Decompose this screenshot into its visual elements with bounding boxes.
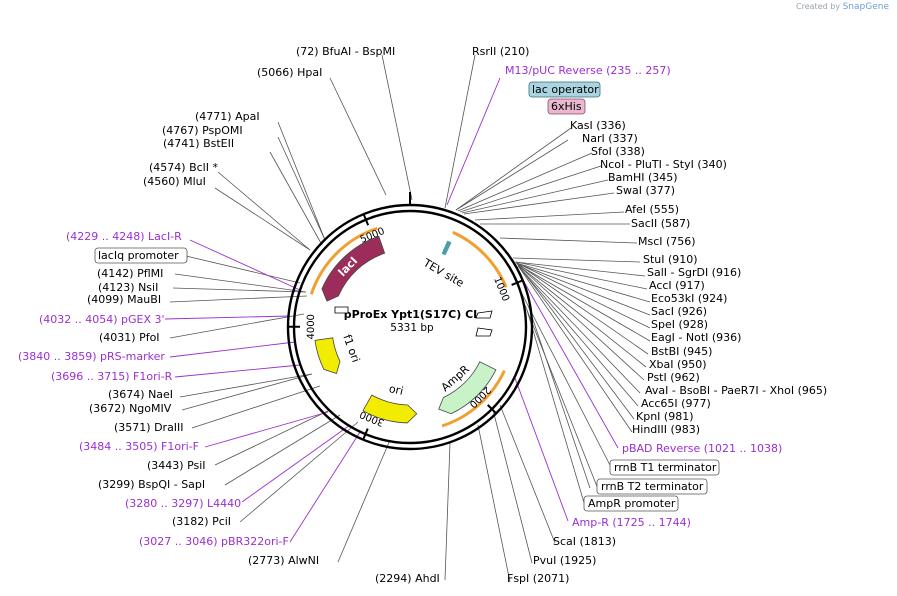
enzyme-label: KpnI (981) [636,410,694,423]
rrnB-t1-box [609,459,720,476]
enzyme-label: NarI (337) [582,132,638,145]
enzyme-label: (4741) BstEII [163,137,234,150]
enzyme-label: (3299) BspQI - SapI [98,478,205,491]
ampr-promoter-marker [475,327,493,337]
feature-arrow [321,235,386,302]
enzyme-label: SalI - SgrDI (916) [647,266,741,279]
enzyme-label: (4142) PflMI [97,267,163,280]
feature-label: AmpR promoter [588,497,676,510]
enzyme-label: (5066) HpaI [257,66,322,79]
enzyme-label: (2294) AhdI [375,572,440,585]
tick-label: 1000 [491,275,511,303]
primer-label: (4032 .. 4054) pGEX 3' [39,313,165,326]
enzyme-label: HindIII (983) [632,423,700,436]
feature-arcs [309,226,508,428]
tick-mark [486,404,497,415]
enzyme-label: EagI - NotI (936) [651,331,741,344]
enzyme-label: (4574) BclI * [149,161,218,174]
tick-label: 4000 [306,314,317,339]
enzyme-label: PstI (962) [647,371,700,384]
enzyme-label: KasI (336) [570,119,626,132]
enzyme-label: (3672) NgoMIV [89,402,172,415]
enzyme-label: XbaI (950) [649,358,707,371]
enzyme-label: BamHI (345) [608,171,678,184]
orf-arc-1 [452,230,508,288]
feature-arrow-label: TEV site [420,256,466,290]
feature-arrow [314,337,341,374]
feature-label: lacIq promoter [98,249,179,262]
primer-label: M13/pUC Reverse (235 .. 257) [505,64,671,77]
enzyme-label: StuI (910) [643,253,698,266]
enzyme-label: AfeI (555) [625,203,679,216]
orf-arc-2 [441,369,506,428]
lacIq-promoter-box [94,247,188,264]
enzyme-label: SwaI (377) [616,184,675,197]
enzyme-label: (3674) NaeI [108,388,173,401]
enzyme-label: SacI (926) [651,305,707,318]
enzyme-label: (4123) NsiI [98,281,158,294]
feature-arrow-label: ori [388,382,405,398]
feature-label: rrnB T2 terminator [601,480,704,493]
ampr-promoter-box [583,495,679,512]
enzyme-label: (72) BfuAI - BspMI [296,45,395,58]
enzyme-label: ScaI (1813) [553,535,616,548]
feature-arrow-label: f1 ori [340,333,362,364]
enzyme-label: FspI (2071) [507,572,569,585]
primer-label: Amp-R (1725 .. 1744) [572,516,691,529]
enzyme-label: NcoI - PluTI - StyI (340) [600,158,727,171]
tick-mark [511,279,524,286]
enzyme-label: (4031) PfoI [99,331,160,344]
enzyme-label: (4560) MluI [143,175,206,188]
tick-mark [362,428,369,441]
enzyme-labels: (72) BfuAI - BspMI RsrII (210) (5066) Hp… [18,45,827,585]
enzyme-label: SfoI (338) [591,145,645,158]
enzyme-label: (4099) MauBI [87,293,161,306]
primer-label: (3280 .. 3297) L4440 [125,497,241,510]
primer-label: (4229 .. 4248) LacI-R [66,230,182,243]
feature-label: lac operator [532,83,599,96]
enzyme-label: SpeI (928) [651,318,708,331]
enzyme-label: AccI (917) [649,279,705,292]
enzyme-label: (4771) ApaI [195,110,260,123]
primer-label: pBAD Reverse (1021 .. 1038) [622,442,782,455]
enzyme-label: (2773) AlwNI [248,554,319,567]
his-tag-box [547,98,586,115]
enzyme-label: Acc65I (977) [641,397,711,410]
feature-arrow [438,361,497,415]
feature-arrow [362,394,418,424]
primer-label: (3027 .. 3046) pBR322ori-F [139,535,289,548]
plasmid-name: pProEx Ypt1(S17C) CL [344,308,480,321]
rrnB-t2-box [596,478,708,495]
enzyme-label: MscI (756) [638,235,696,248]
primer-lines [164,77,619,543]
enzyme-label: (3571) DraIII [114,421,184,434]
feature-label: 6xHis [551,100,582,113]
tick-mark [362,213,370,226]
plasmid-size: 5331 bp [390,322,434,334]
primer-label: (3484 .. 3505) F1ori-F [79,440,199,453]
enzyme-label: AvaI - BsoBI - PaeR7I - XhoI (965) [645,384,827,397]
rrnB-marker [475,310,493,319]
lacIq-marker [334,306,349,314]
snapgene-logo: SnapGene [842,2,889,12]
primer-label: (3696 .. 3715) F1ori-R [51,370,173,383]
orf-arc-3 [309,226,378,295]
tev-site-mark [443,241,452,256]
primer-label: (3840 .. 3859) pRS-marker [18,350,165,363]
enzyme-label: (4767) PspOMI [162,124,243,137]
enzyme-label: SacII (587) [631,217,690,230]
feature-label: rrnB T1 terminator [614,461,717,474]
enzyme-label: (3443) PsiI [147,459,206,472]
enzyme-label: (3182) PciI [172,515,231,528]
enzyme-label: PvuI (1925) [533,554,596,567]
leader-lines [169,54,651,583]
enzyme-label: Eco53kI (924) [651,292,727,305]
credit-prefix: Created by [796,2,841,11]
snapgene-credit: Created by SnapGene [796,2,889,12]
enzyme-label: RsrII (210) [472,45,529,58]
enzyme-label: BstBI (945) [651,345,712,358]
lac-operator-box [528,81,601,98]
